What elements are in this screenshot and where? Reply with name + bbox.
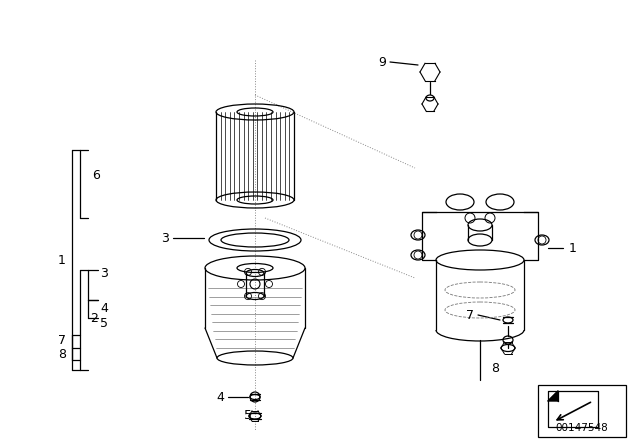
Text: 6: 6 xyxy=(92,168,100,181)
Text: 3: 3 xyxy=(100,267,108,280)
Text: 4: 4 xyxy=(100,302,108,314)
Text: 7: 7 xyxy=(58,333,66,346)
Text: 8: 8 xyxy=(491,362,499,375)
Text: 1: 1 xyxy=(58,254,66,267)
Text: 00147548: 00147548 xyxy=(556,423,609,433)
Text: 4: 4 xyxy=(216,391,224,404)
Text: 3: 3 xyxy=(161,232,169,245)
Polygon shape xyxy=(548,391,558,401)
Text: 7: 7 xyxy=(466,309,474,322)
Text: 2: 2 xyxy=(90,311,98,324)
Text: 5: 5 xyxy=(100,316,108,329)
Text: 1: 1 xyxy=(569,241,577,254)
Text: 5: 5 xyxy=(244,409,252,422)
Text: 9: 9 xyxy=(378,56,386,69)
Bar xyxy=(538,385,626,437)
Text: 8: 8 xyxy=(58,348,66,361)
